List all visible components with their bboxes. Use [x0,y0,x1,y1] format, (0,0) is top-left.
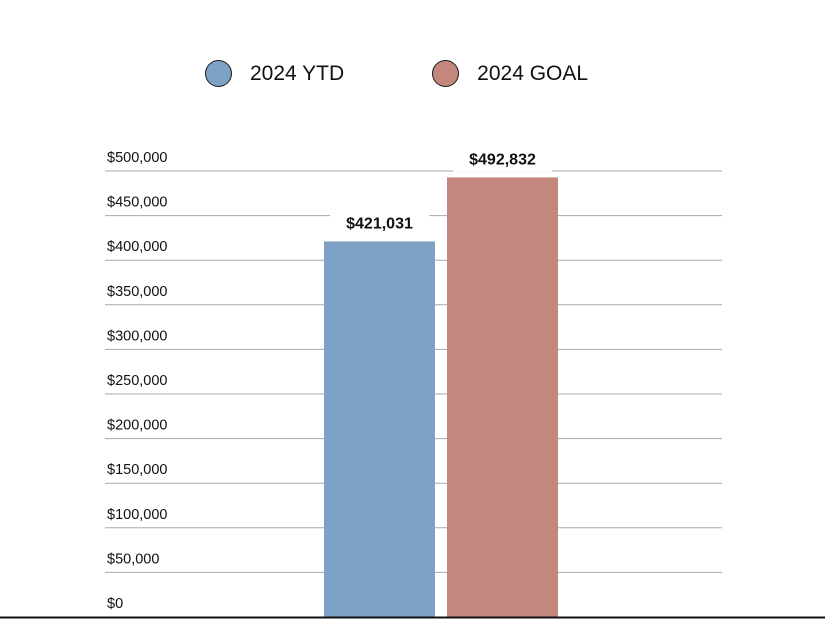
y-tick-label: $500,000 [107,150,167,166]
chart-legend: 2024 YTD 2024 GOAL [205,60,676,87]
y-tick-label: $50,000 [107,551,159,567]
legend-label-goal: 2024 GOAL [477,61,589,85]
y-tick-label: $450,000 [107,195,167,211]
data-label-backdrop [453,146,552,172]
data-label: $492,832 [469,151,536,168]
bar-2024-ytd [324,241,435,617]
legend-item-goal: 2024 GOAL [432,60,588,87]
bar-2024-goal [447,177,558,617]
legend-swatch-goal [432,60,460,87]
legend-swatch-ytd [205,60,232,87]
y-tick-label: $150,000 [107,462,167,478]
y-tick-label: $300,000 [107,328,167,344]
legend-label-ytd: 2024 YTD [250,61,345,85]
data-label: $421,031 [346,215,413,232]
y-tick-label: $350,000 [107,284,167,300]
y-tick-label: $0 [107,596,123,612]
y-tick-label: $200,000 [107,418,167,434]
y-tick-label: $100,000 [107,507,167,523]
legend-item-ytd: 2024 YTD [205,60,344,87]
y-tick-label: $250,000 [107,373,167,389]
data-label-backdrop [330,210,429,236]
y-tick-label: $400,000 [107,239,167,255]
